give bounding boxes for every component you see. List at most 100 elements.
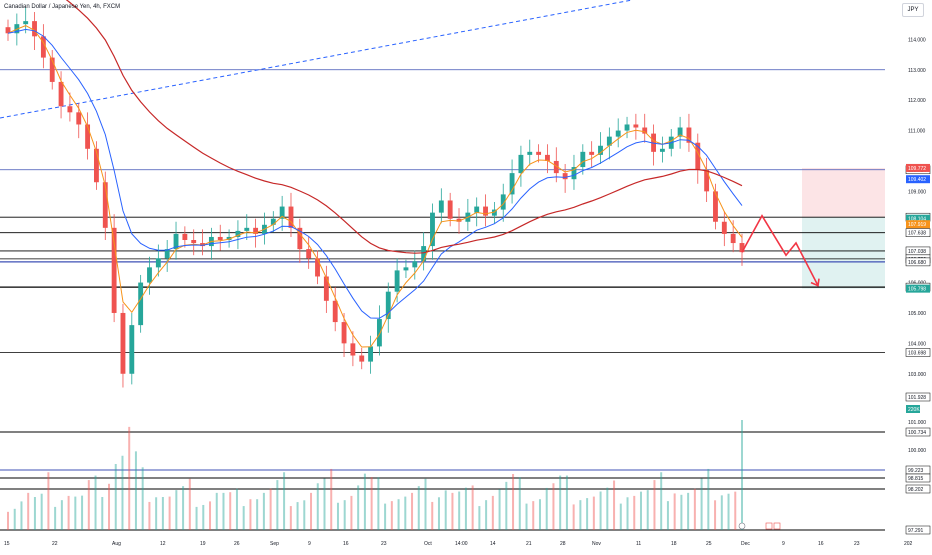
- volume-tag: [906, 405, 920, 413]
- volume-bar: [27, 492, 30, 530]
- volume-bar: [505, 481, 508, 530]
- chart-title: Canadian Dollar / Japanese Yen, 4h, FXCM: [4, 4, 121, 10]
- volume-label-box: [905, 427, 931, 437]
- volume-bar: [734, 491, 737, 530]
- time-tick: Dec: [741, 541, 750, 547]
- volume-bar: [700, 478, 703, 530]
- candle-body: [438, 200, 444, 213]
- price-tag: [906, 220, 930, 229]
- volume-bar: [20, 501, 23, 530]
- volume-bar: [242, 506, 245, 530]
- candle-body: [553, 160, 559, 174]
- volume-bar: [357, 485, 360, 530]
- volume-bar: [114, 464, 117, 530]
- volume-bar: [512, 474, 515, 530]
- volume-label-box: [905, 392, 931, 402]
- candle-body: [235, 230, 241, 237]
- volume-bar: [336, 502, 339, 530]
- volume-bar: [148, 501, 151, 530]
- volume-bar: [538, 499, 541, 530]
- volume-bar: [552, 483, 555, 530]
- volume-bar: [256, 499, 259, 530]
- time-tick: 16: [343, 541, 349, 547]
- volume-bar: [108, 483, 111, 530]
- candle-body: [315, 258, 320, 277]
- candle-body: [456, 218, 462, 222]
- volume-bar: [471, 485, 474, 530]
- candle-body: [527, 151, 533, 155]
- volume-bar: [310, 492, 313, 530]
- currency-button[interactable]: JPY: [902, 3, 924, 17]
- price-tick: 109.000: [908, 189, 926, 195]
- candle-body: [412, 261, 418, 268]
- volume-label-box: [905, 525, 931, 535]
- candle-body: [677, 127, 683, 137]
- candle-body: [270, 218, 276, 225]
- target-zone: [802, 217, 885, 289]
- volume-bar: [94, 475, 97, 530]
- volume-bar: [485, 500, 488, 530]
- time-tick: Nov: [592, 541, 601, 547]
- volume-bar: [370, 477, 373, 530]
- level-label: 106.680: [908, 260, 926, 266]
- level-label-box: [905, 257, 931, 267]
- candle-body: [615, 130, 621, 137]
- projection-arrowhead: [810, 278, 820, 287]
- price-tick: 113.000: [908, 68, 926, 74]
- candle-body: [403, 267, 409, 271]
- volume-bar: [606, 487, 609, 530]
- volume-bar: [491, 495, 494, 530]
- volume-bar: [437, 497, 440, 530]
- price-tick: 112.000: [908, 98, 926, 104]
- candle-body: [40, 36, 46, 58]
- volume-level-label: 100.734: [908, 430, 926, 436]
- volume-bar: [47, 472, 50, 530]
- volume-bar: [639, 491, 642, 530]
- volume-bar: [195, 506, 198, 530]
- volume-bar: [168, 496, 171, 530]
- volume-level-label: 98.202: [908, 487, 924, 493]
- volume-bar: [545, 487, 548, 530]
- candle-body: [244, 227, 250, 231]
- volume-bar: [209, 501, 212, 530]
- volume-bar: [431, 501, 434, 530]
- volume-bar: [269, 488, 272, 530]
- candle-body: [483, 206, 488, 216]
- event-marker: [738, 522, 746, 530]
- time-tick: Sep: [270, 541, 279, 547]
- candle-body: [580, 151, 586, 168]
- candle-body: [32, 21, 37, 37]
- volume-bar: [316, 483, 319, 530]
- candle-body: [624, 124, 630, 131]
- price-tag: [906, 163, 930, 172]
- volume-label-box: [905, 484, 931, 494]
- time-tick: 9: [782, 541, 785, 547]
- volume-bar: [565, 475, 568, 530]
- volume-bar: [67, 495, 70, 530]
- time-tick: 9: [308, 541, 311, 547]
- time-tick: 15: [4, 541, 10, 547]
- volume-bar: [397, 499, 400, 530]
- volume-bar: [134, 451, 137, 530]
- volume-bar: [74, 496, 77, 530]
- volume-bar: [707, 468, 710, 530]
- volume-bar: [666, 501, 669, 530]
- candle-body: [85, 124, 91, 149]
- volume-level-label: 101.928: [908, 395, 926, 401]
- candle-body: [67, 106, 73, 113]
- volume-bar: [720, 495, 723, 530]
- dashed-trendline: [0, 0, 633, 119]
- time-tick: 202: [904, 541, 913, 547]
- time-tick: 25: [706, 541, 712, 547]
- volume-bar: [424, 478, 427, 530]
- volume-bar: [33, 497, 36, 530]
- volume-bar: [579, 500, 582, 530]
- candle-body: [164, 249, 170, 259]
- time-tick: 18: [671, 541, 677, 547]
- volume-bar: [458, 491, 461, 530]
- price-tick: 104.000: [908, 341, 926, 347]
- volume-bar: [182, 486, 185, 530]
- candle-body: [704, 170, 710, 192]
